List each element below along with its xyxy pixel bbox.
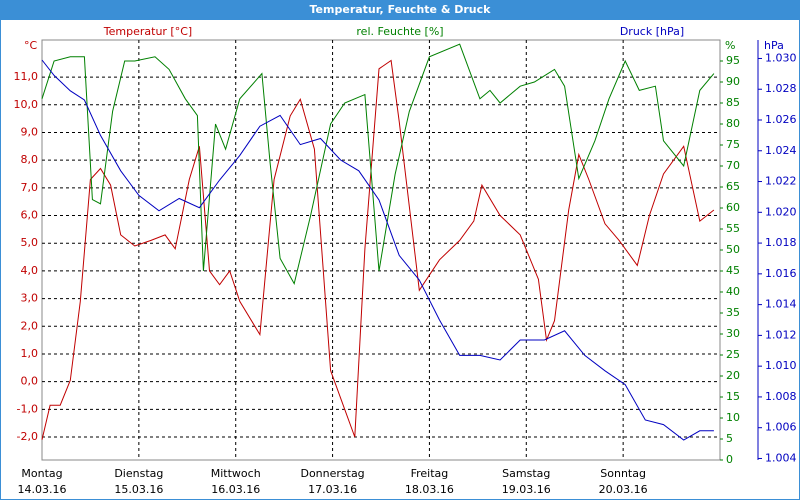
data-line [41,43,715,285]
y2-axis-unit: % [725,39,735,52]
y-tick-label: -2,0 [17,430,38,443]
y2-tick-label: 15 [726,390,740,403]
y3-tick-label: 1.014 [765,298,797,311]
y3-tick-label: 1.028 [765,82,797,95]
y3-tick-label: 1.004 [765,451,797,464]
y2-tick-label: 85 [726,96,740,109]
x-tick-sublabel: 20.03.16 [599,483,648,496]
x-tick-sublabel: 14.03.16 [18,483,67,496]
y-tick-label: 7,0 [21,181,39,194]
y-tick-label: 6,0 [21,209,39,222]
y-tick-label: 10,0 [14,98,39,111]
y3-tick-label: 1.026 [765,113,797,126]
y3-tick-label: 1.018 [765,236,797,249]
y3-tick-label: 1.010 [765,359,797,372]
y2-axis-title: rel. Feuchte [%] [356,25,443,38]
x-tick-sublabel: 16.03.16 [211,483,260,496]
x-tick-label: Dienstag [114,467,163,480]
y-tick-label: -1,0 [17,402,38,415]
y-axis-title: Temperatur [°C] [103,25,192,38]
y-tick-label: 1,0 [21,347,39,360]
y2-tick-label: 35 [726,306,740,319]
y-tick-label: 2,0 [21,319,39,332]
y2-tick-label: 25 [726,348,740,361]
x-tick-label: Freitag [411,467,449,480]
x-tick-sublabel: 19.03.16 [502,483,551,496]
y3-tick-label: 1.024 [765,144,797,157]
y-tick-label: 0,0 [21,375,39,388]
y3-tick-label: 1.012 [765,328,797,341]
x-tick-label: Montag [21,467,62,480]
y2-tick-label: 10 [726,411,740,424]
x-tick-label: Mittwoch [211,467,261,480]
y2-tick-label: 90 [726,75,740,88]
y-tick-label: 4,0 [21,264,39,277]
y2-tick-label: 55 [726,222,740,235]
y3-tick-label: 1.016 [765,267,797,280]
y2-tick-label: 60 [726,201,740,214]
y-tick-label: 3,0 [21,292,39,305]
y3-tick-label: 1.008 [765,390,797,403]
data-line [41,59,714,441]
y2-tick-label: 95 [726,54,740,67]
y2-tick-label: 0 [726,453,733,466]
y3-axis-unit: hPa [764,39,784,52]
x-tick-sublabel: 17.03.16 [308,483,357,496]
x-tick-label: Sonntag [600,467,646,480]
y-tick-label: 5,0 [21,236,39,249]
y-tick-label: 11,0 [14,70,39,83]
y2-tick-label: 65 [726,180,740,193]
y3-tick-label: 1.006 [765,421,797,434]
y3-tick-label: 1.020 [765,205,797,218]
y2-tick-label: 75 [726,138,740,151]
y2-tick-label: 30 [726,327,740,340]
y3-axis-title: Druck [hPa] [620,25,684,38]
y2-tick-label: 5 [726,432,733,445]
y3-tick-label: 1.030 [765,51,797,64]
x-tick-sublabel: 15.03.16 [114,483,163,496]
y2-tick-label: 40 [726,285,740,298]
y3-tick-label: 1.022 [765,175,797,188]
y2-tick-label: 50 [726,243,740,256]
x-tick-sublabel: 18.03.16 [405,483,454,496]
x-tick-label: Donnerstag [300,467,364,480]
plot-area [41,39,721,461]
y-tick-label: 9,0 [21,125,39,138]
chart-title: Temperatur, Feuchte & Druck [310,3,492,16]
y2-tick-label: 45 [726,264,740,277]
title-bar [0,0,800,20]
y2-tick-label: 20 [726,369,740,382]
y-tick-label: 8,0 [21,153,39,166]
y2-tick-label: 80 [726,117,740,130]
y-axis-unit: °C [24,39,38,52]
x-tick-label: Samstag [502,467,550,480]
y2-tick-label: 70 [726,159,740,172]
